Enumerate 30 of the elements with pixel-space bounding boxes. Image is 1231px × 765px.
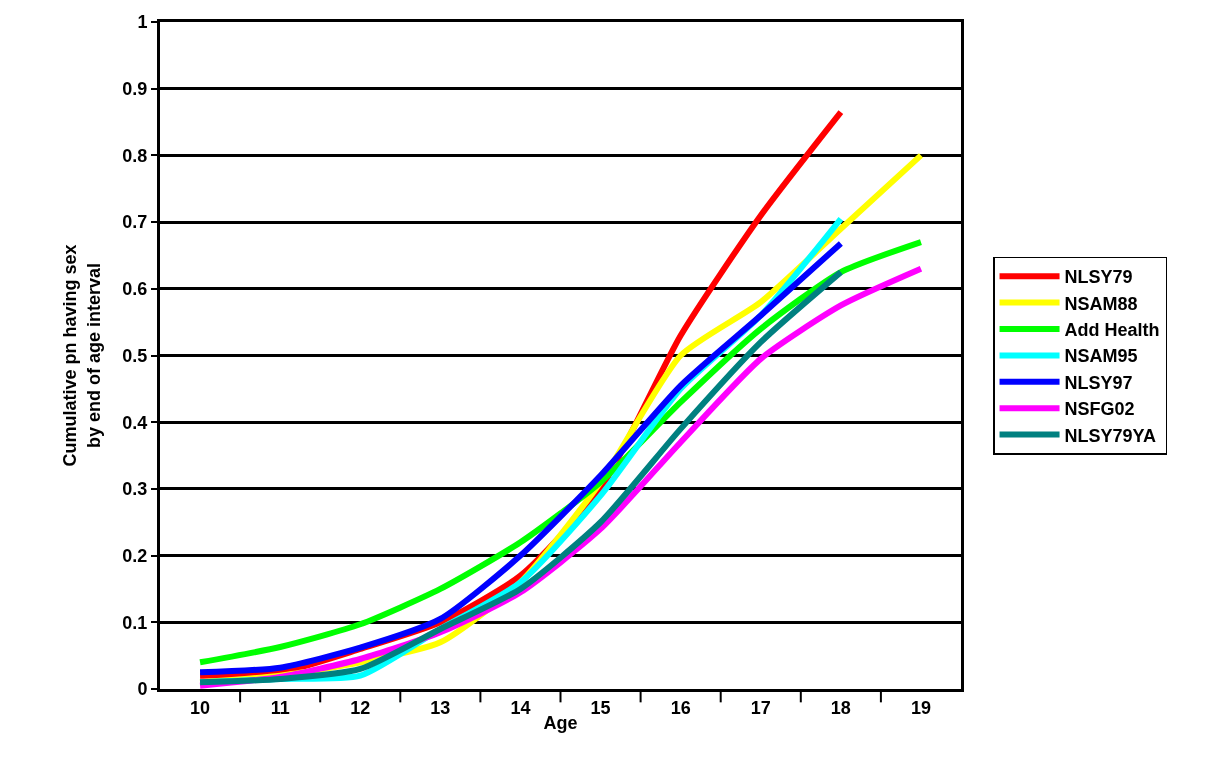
x-tick-label: 19 — [910, 697, 931, 718]
y-tick-label: 1 — [137, 12, 148, 33]
legend-label: NLSY79 — [1064, 267, 1133, 288]
y-tick-label: 0.1 — [122, 612, 148, 633]
x-tick-label: 14 — [510, 697, 531, 718]
x-tick-label: 15 — [590, 697, 611, 718]
y-tick-label: 0.8 — [122, 145, 148, 166]
legend-label: NSAM95 — [1064, 346, 1138, 367]
y-tick-label: 0.3 — [122, 479, 148, 500]
x-tick-label: 16 — [670, 697, 691, 718]
x-tick-label: 18 — [830, 697, 851, 718]
legend-label: NLSY79YA — [1064, 425, 1156, 446]
legend-label: NSAM88 — [1064, 293, 1138, 314]
y-tick-label: 0 — [137, 679, 148, 700]
y-tick-label: 0.2 — [122, 545, 148, 566]
legend-label: NLSY97 — [1064, 372, 1133, 393]
x-tick-label: 10 — [190, 697, 211, 718]
y-tick-label: 0.9 — [122, 79, 148, 99]
x-tick-label: 17 — [750, 697, 771, 718]
x-axis-title: Age — [543, 712, 578, 733]
y-tick-label: 0.6 — [122, 279, 148, 300]
y-tick-label: 0.7 — [122, 212, 148, 233]
legend-label: NSFG02 — [1064, 399, 1135, 420]
y-axis-title: Cumulative pn having sex by end of age interval — [60, 244, 104, 467]
x-tick-label: 11 — [270, 697, 290, 718]
x-tick-label: 13 — [430, 697, 451, 718]
y-tick-label: 0.4 — [122, 412, 148, 433]
y-tick-label: 0.5 — [122, 345, 148, 366]
x-tick-label: 12 — [350, 697, 371, 718]
legend-label: Add Health — [1064, 320, 1160, 341]
